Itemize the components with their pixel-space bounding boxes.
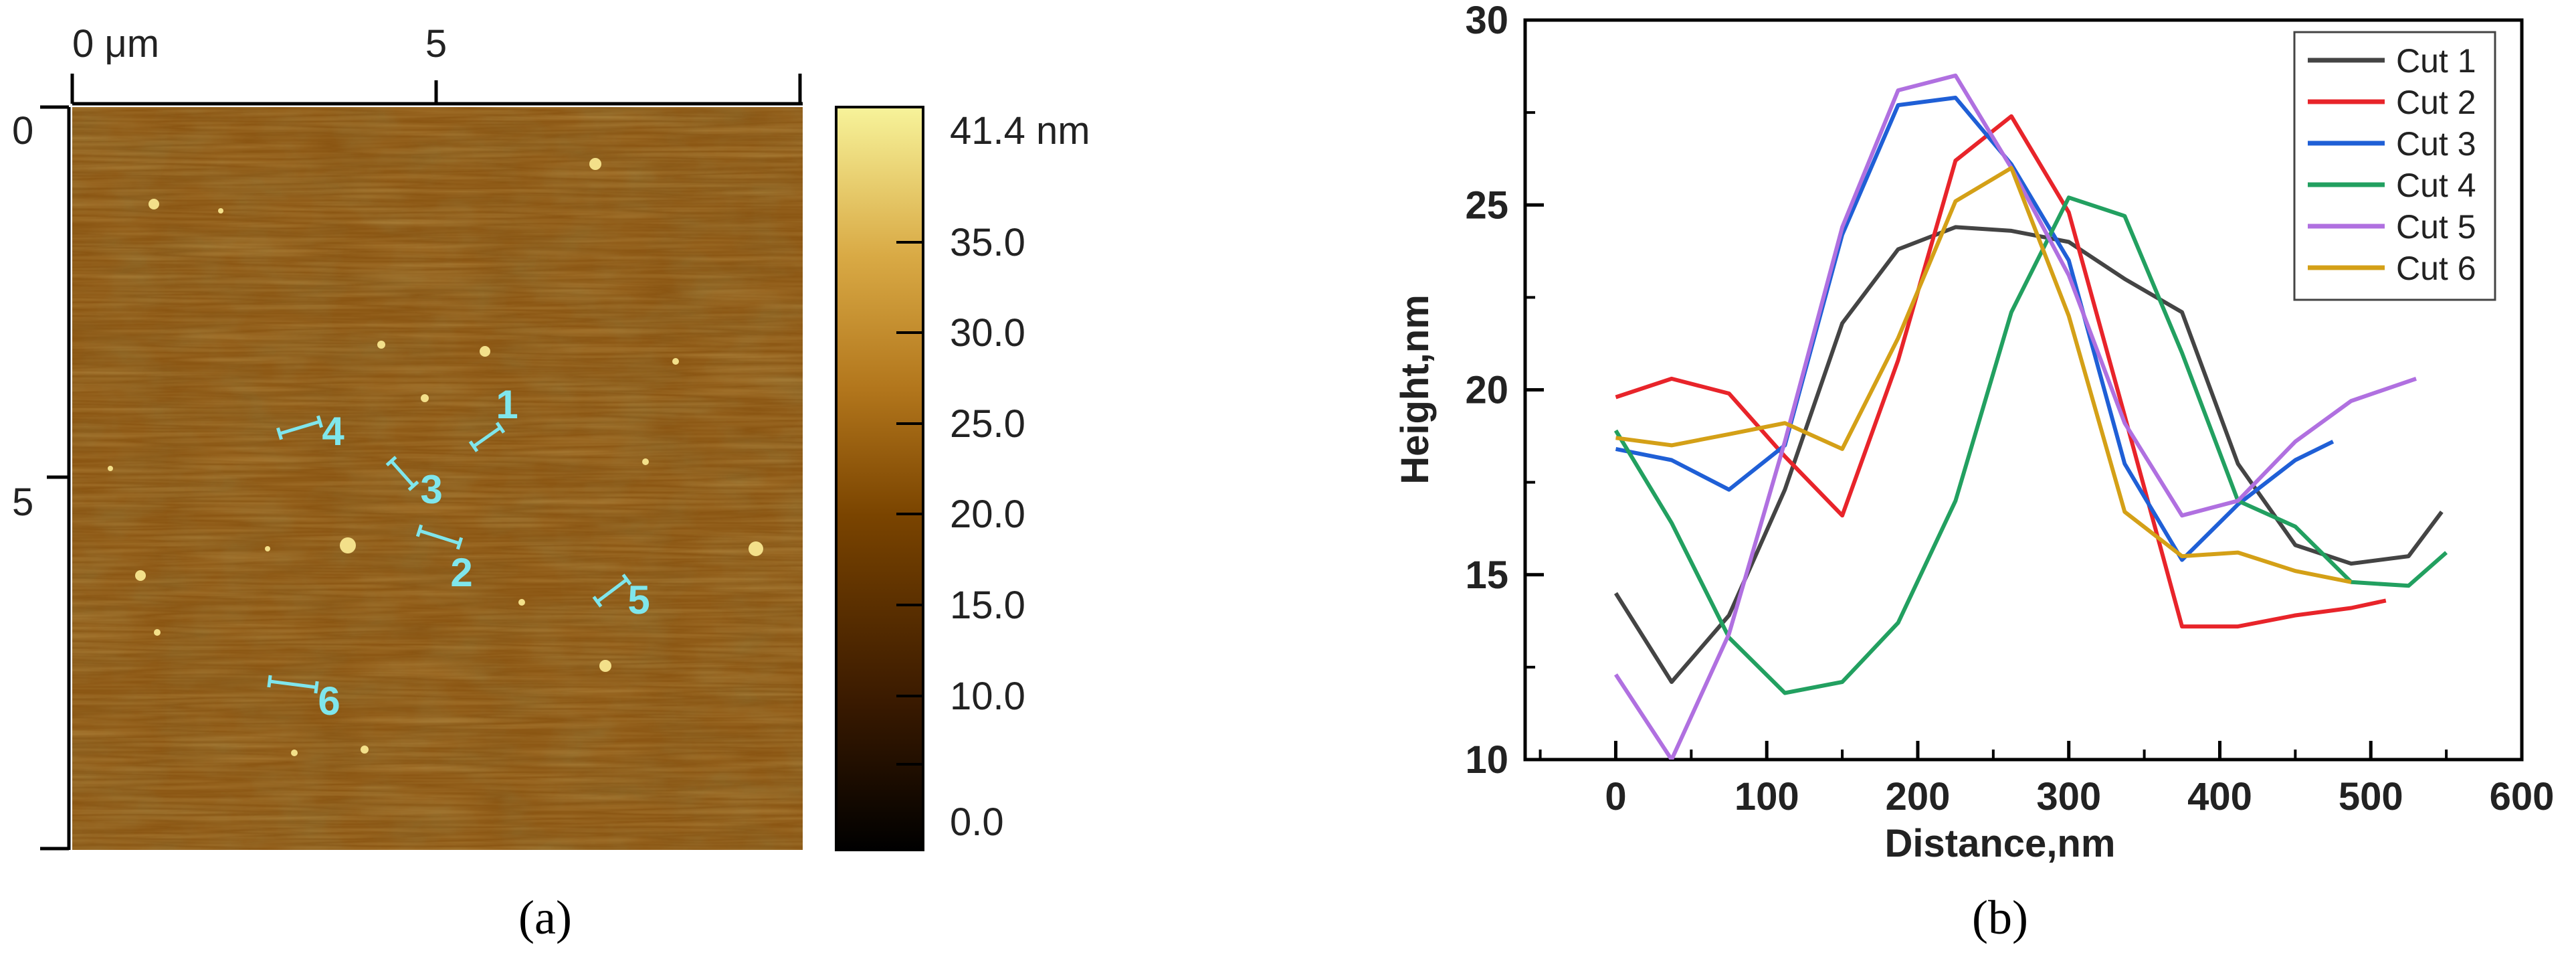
cut-4-line xyxy=(279,420,320,436)
cut-5-end-2 xyxy=(621,574,632,586)
afm-y-tick-0: 0 xyxy=(12,109,33,153)
y-tick-label-2: 20 xyxy=(1465,369,1508,412)
cut-6-end-2 xyxy=(314,681,319,694)
cut-6-end-1 xyxy=(267,675,272,688)
x-axis-label: Distance,nm xyxy=(1885,822,2116,865)
legend-label-cut-2: Cut 2 xyxy=(2396,84,2476,121)
cut-2-end-1 xyxy=(415,524,423,537)
colorbar-label-5: 15.0 xyxy=(950,584,1025,627)
cut-label-3: 3 xyxy=(420,467,442,512)
line-panel: 0 100 200 300 400 500 600 10 15 20 25 30 Distance,n… xyxy=(1393,0,2554,944)
y-tick-label-1: 15 xyxy=(1465,553,1508,597)
x-tick-label-6: 600 xyxy=(2490,775,2555,818)
legend-label-cut-3: Cut 3 xyxy=(2396,125,2476,163)
cut-label-2: 2 xyxy=(450,550,472,595)
y-axis-label: Height,nm xyxy=(1393,294,1437,485)
cut-3-end-2 xyxy=(407,481,419,491)
colorbar-label-3: 25.0 xyxy=(950,402,1025,446)
colorbar-label-2: 30.0 xyxy=(950,311,1025,355)
series-line-cut-3 xyxy=(1615,96,2335,562)
x-tick-label-2: 200 xyxy=(1886,775,1951,818)
cut-label-5: 5 xyxy=(627,578,650,622)
afm-y-tick-5: 5 xyxy=(12,481,33,524)
colorbar-label-1: 35.0 xyxy=(950,221,1025,264)
y-tick-label-0: 10 xyxy=(1465,738,1508,782)
cut-5-end-1 xyxy=(592,596,603,608)
x-tick-label-1: 100 xyxy=(1735,775,1799,818)
colorbar-label-0: 41.4 nm xyxy=(950,109,1090,153)
cut-3-line xyxy=(390,460,415,487)
legend-label-cut-1: Cut 1 xyxy=(2396,42,2476,80)
cut-2-line xyxy=(419,529,460,545)
cut-label-1: 1 xyxy=(496,382,518,427)
cut-label-6: 6 xyxy=(318,679,340,723)
y-tick-label-3: 25 xyxy=(1465,183,1508,227)
cut-6-line xyxy=(269,679,317,689)
colorbar-label-4: 20.0 xyxy=(950,493,1025,536)
cut-1-line xyxy=(472,426,502,448)
legend-label-cut-5: Cut 5 xyxy=(2396,208,2476,246)
cut-4-end-1 xyxy=(276,427,283,440)
legend-label-cut-4: Cut 4 xyxy=(2396,167,2476,204)
series-line-cut-6 xyxy=(1615,166,2352,584)
legend-items: Cut 1 Cut 2 Cut 3 Cut 4 Cut 5 Cut 6 xyxy=(2308,42,2476,287)
legend-label-cut-6: Cut 6 xyxy=(2396,250,2476,287)
line-series xyxy=(1613,73,2448,760)
afm-axes xyxy=(40,74,803,851)
cut-5-line xyxy=(596,578,628,603)
cut-1-end-2 xyxy=(495,422,506,434)
line-axes: 0 100 200 300 400 500 600 10 15 20 25 30 xyxy=(1465,0,2554,818)
y-tick-label-4: 30 xyxy=(1465,0,1508,42)
series-line-cut-2 xyxy=(1615,114,2387,629)
x-tick-label-4: 400 xyxy=(2187,775,2252,818)
afm-particles xyxy=(108,158,763,756)
afm-x-tick-0: 0 μm xyxy=(72,22,159,66)
colorbar-ticks: 41.4 nm 35.0 30.0 25.0 20.0 15.0 10.0 0.0 xyxy=(896,109,1090,844)
caption-b: (b) xyxy=(1972,891,2028,944)
cut-2-end-2 xyxy=(456,537,464,550)
caption-a: (a) xyxy=(518,891,572,944)
cut-4-end-2 xyxy=(316,415,323,428)
cut-label-4: 4 xyxy=(322,409,344,454)
x-tick-label-0: 0 xyxy=(1605,775,1626,818)
cut-3-end-1 xyxy=(385,456,397,466)
afm-x-tick-5: 5 xyxy=(425,22,447,66)
colorbar xyxy=(835,106,924,851)
x-tick-label-3: 300 xyxy=(2036,775,2101,818)
legend-box xyxy=(2293,31,2496,301)
cut-1-end-1 xyxy=(468,440,479,452)
series-line-cut-4 xyxy=(1613,195,2448,695)
x-tick-label-5: 500 xyxy=(2339,775,2403,818)
legend: Cut 1 Cut 2 Cut 3 Cut 4 Cut 5 Cut 6 xyxy=(2293,31,2496,301)
colorbar-label-7: 0.0 xyxy=(950,800,1004,844)
afm-stripes xyxy=(72,107,803,850)
colorbar-label-6: 10.0 xyxy=(950,675,1025,718)
